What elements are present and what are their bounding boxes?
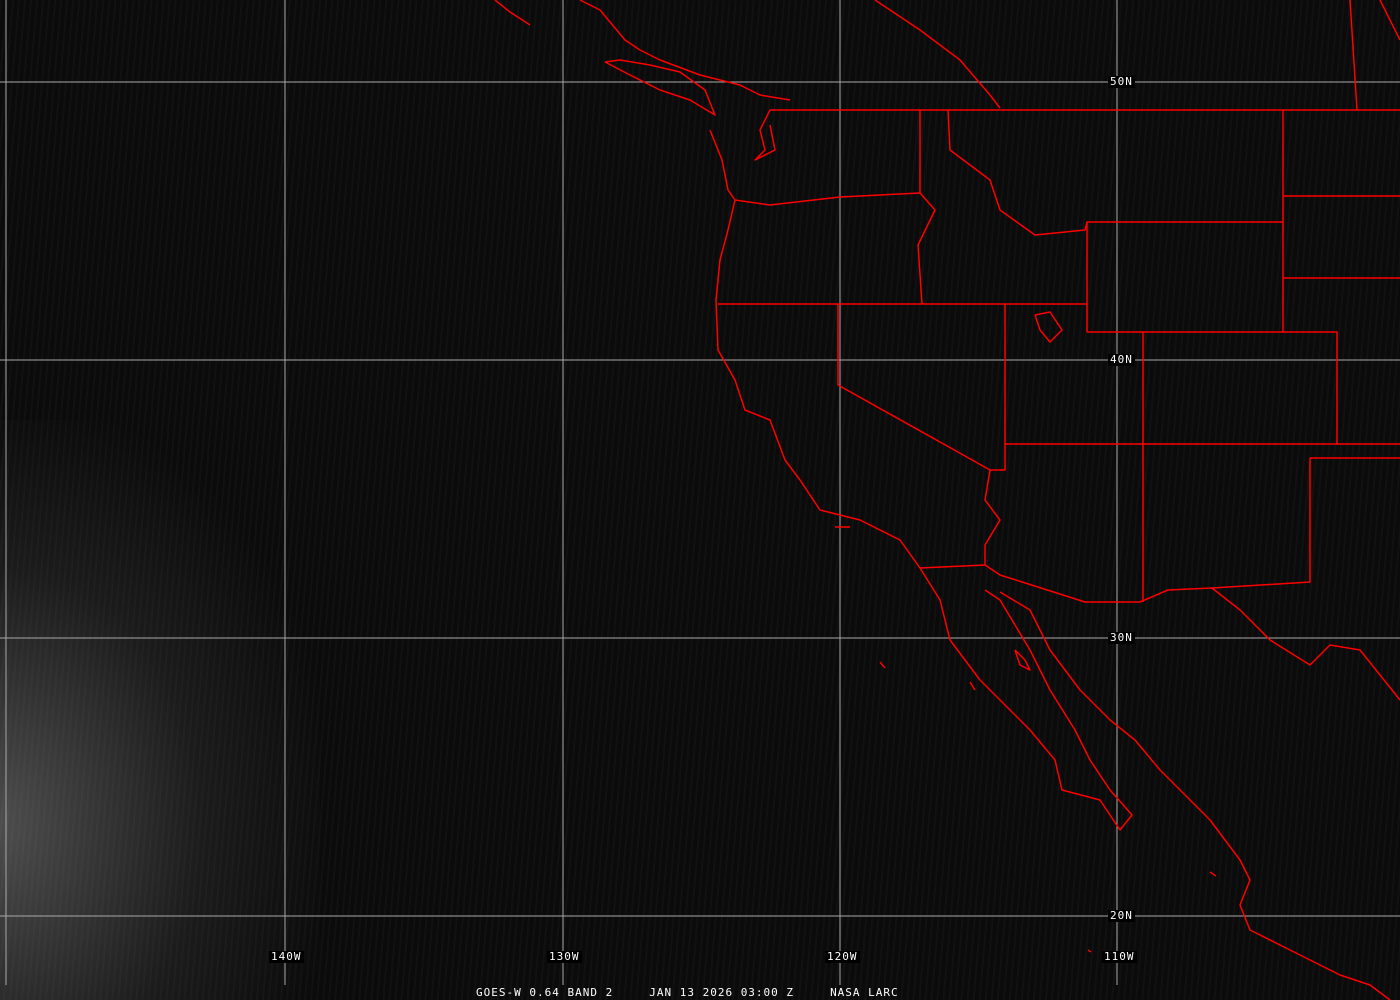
- lon-label-140w: 140W: [269, 950, 304, 963]
- lat-label-50n: 50N: [1108, 75, 1135, 88]
- lon-label-120w: 120W: [825, 950, 860, 963]
- island-tres-marias: [1209, 871, 1217, 877]
- coastline-us-west: [709, 129, 921, 569]
- coastline-puget: [754, 109, 776, 161]
- border-nm-tx: [1211, 458, 1311, 589]
- political-boundaries: [494, 0, 1400, 1000]
- gulf-islands: [1014, 649, 1031, 671]
- border-canada-internal: [874, 0, 1001, 109]
- image-caption: GOES-W 0.64 BAND 2 JAN 13 2026 03:00 Z NAS…: [476, 986, 935, 999]
- border-canada-east2: [1379, 0, 1400, 41]
- great-salt-lake: [1034, 311, 1063, 343]
- border-wa-or: [734, 192, 921, 206]
- border-wa-id-or: [917, 110, 936, 305]
- border-us-mexico: [919, 564, 1400, 701]
- lat-label-40n: 40N: [1108, 353, 1135, 366]
- caption-product: GOES-W 0.64 BAND 2: [476, 986, 614, 999]
- cloud-cover: [0, 420, 320, 1000]
- island-socorro: [1087, 949, 1092, 953]
- lon-label-130w: 130W: [547, 950, 582, 963]
- coastline-baja-west: [919, 567, 1133, 831]
- lon-label-110w: 110W: [1102, 950, 1137, 963]
- lat-label-20n: 20N: [1108, 909, 1135, 922]
- island-cedros: [969, 681, 976, 691]
- caption-datetime: JAN 13 2026 03:00 Z: [649, 986, 795, 999]
- coastline-mexico-mainland: [999, 591, 1391, 1000]
- coastline-bc-north: [494, 0, 531, 26]
- border-ca-nv: [837, 304, 1001, 565]
- lat-label-30n: 30N: [1108, 631, 1135, 644]
- caption-source: NASA LARC: [830, 986, 899, 999]
- border-id-mt: [947, 109, 1088, 332]
- border-canada-east: [1349, 0, 1358, 111]
- border-nv-ut-az: [990, 304, 1006, 471]
- border-wy-south: [1087, 331, 1338, 444]
- coastline-vancouver-island: [604, 59, 716, 116]
- coastline-bc: [579, 0, 791, 101]
- island-guadalupe: [879, 661, 886, 669]
